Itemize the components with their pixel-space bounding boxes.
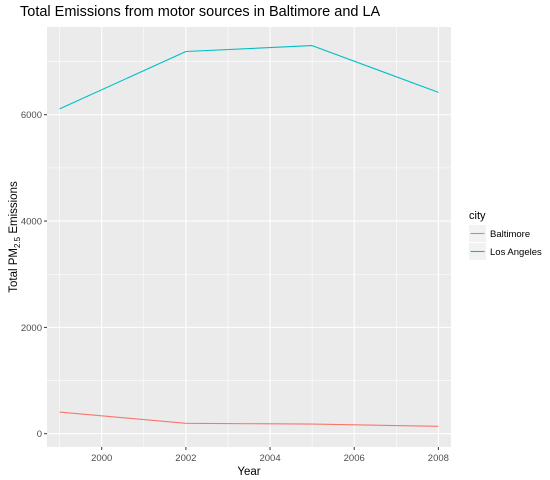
x-tick-label: 2002 [175, 453, 196, 464]
y-tick-label: 0 [37, 429, 42, 440]
x-tick-label: 2004 [259, 453, 280, 464]
plot-panel [47, 27, 451, 447]
series-line-baltimore [59, 411, 439, 427]
x-axis-title: Year [237, 466, 260, 478]
x-tick-label: 2008 [428, 453, 449, 464]
y-axis: 0 2000 4000 6000 [21, 110, 47, 440]
x-tick-label: 2000 [91, 453, 112, 464]
legend-label-los-angeles: Los Angeles [490, 247, 542, 258]
chart-title: Total Emissions from motor sources in Ba… [20, 4, 381, 20]
minor-gridlines [47, 27, 451, 447]
y-axis-title-suffix: Emissions [8, 181, 20, 237]
major-gridlines [47, 27, 451, 447]
y-tick-label: 4000 [21, 217, 42, 228]
x-tick-label: 2006 [344, 453, 365, 464]
y-tick-label: 2000 [21, 323, 42, 334]
series-line-los-angeles [59, 45, 439, 110]
y-axis-title: Total PM2.5 Emissions [8, 181, 22, 293]
legend-label-baltimore: Baltimore [490, 229, 530, 240]
y-tick-label: 6000 [21, 110, 42, 121]
x-axis: 2000 2002 2004 2006 2008 [91, 447, 449, 464]
legend-title: city [469, 210, 486, 222]
legend: city Baltimore Los Angeles [469, 210, 542, 260]
y-axis-title-prefix: Total PM [8, 248, 20, 293]
series-lines [59, 45, 439, 427]
y-axis-title-subscript: 2.5 [13, 236, 22, 248]
